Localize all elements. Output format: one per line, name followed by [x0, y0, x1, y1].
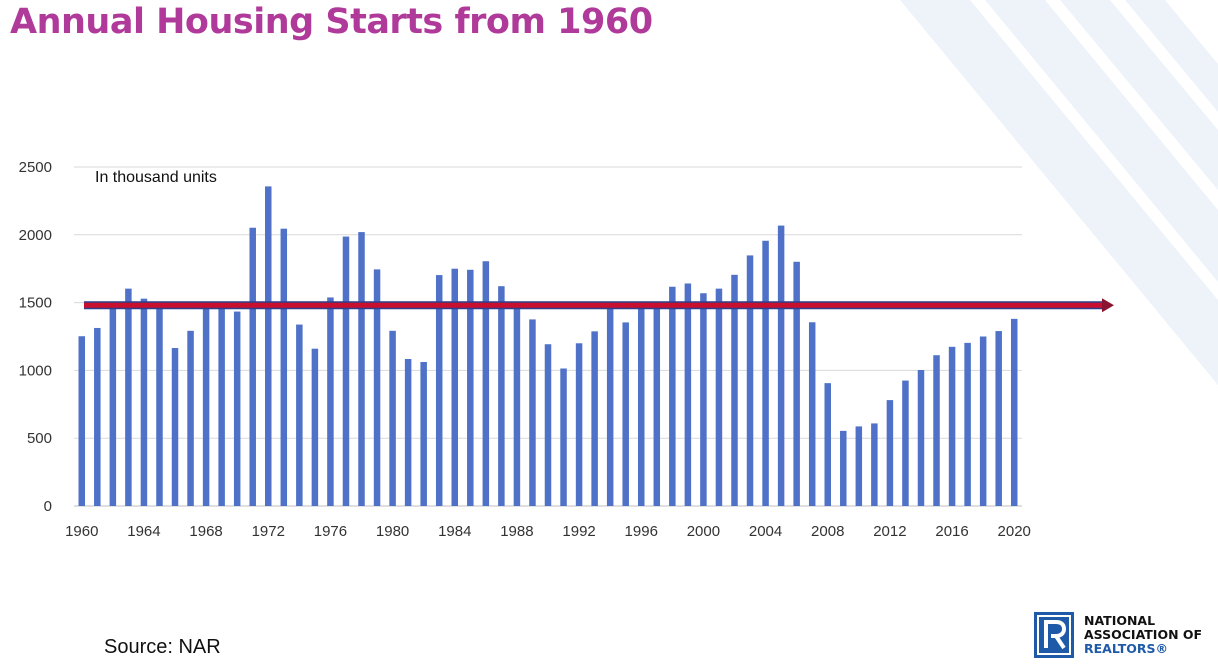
bar-1976: [327, 297, 334, 506]
bar-2010: [855, 426, 863, 506]
average-reference-line: [84, 298, 1114, 313]
logo-wordmark: NATIONAL ASSOCIATION OF REALTORS®: [1084, 614, 1202, 656]
x-tick-label: 1960: [65, 523, 98, 540]
page-title: Annual Housing Starts from 1960: [10, 2, 653, 42]
bar-1971: [249, 227, 256, 507]
bar-2000: [700, 293, 707, 506]
bar-1970: [233, 311, 241, 506]
bar-2008: [824, 383, 831, 506]
bar-2020: [1010, 318, 1018, 506]
bar-1968: [202, 301, 210, 506]
bar-1988: [513, 304, 521, 506]
bar-1960: [78, 336, 86, 506]
bar-2007: [808, 322, 816, 506]
x-tick-label: 2020: [998, 523, 1031, 540]
y-tick-label: 1000: [19, 362, 52, 379]
bar-1999: [684, 283, 692, 506]
bar-1989: [529, 319, 536, 506]
units-annotation: In thousand units: [95, 169, 217, 186]
bar-1984: [451, 268, 459, 506]
bar-1979: [373, 269, 381, 506]
bar-2012: [886, 400, 894, 506]
bar-1998: [669, 286, 676, 506]
bar-1961: [94, 327, 101, 506]
bar-2009: [840, 430, 847, 506]
bar-2002: [731, 274, 738, 506]
source-note: Source: NAR: [104, 636, 221, 658]
x-tick-label: 1996: [625, 523, 658, 540]
x-tick-label: 2004: [749, 523, 782, 540]
bar-1964: [140, 298, 148, 506]
bar-1993: [591, 331, 598, 506]
bar-1963: [125, 288, 132, 506]
bar-1973: [280, 228, 288, 506]
bar-2015: [933, 355, 940, 506]
bar-2004: [762, 240, 769, 506]
bar-2016: [948, 346, 956, 506]
bar-1985: [467, 269, 474, 506]
bar-1965: [156, 306, 163, 506]
bar-2018: [979, 336, 987, 506]
x-tick-label: 2016: [935, 523, 968, 540]
logo-line-1: NATIONAL: [1084, 613, 1156, 628]
x-tick-label: 1980: [376, 523, 409, 540]
x-axis-tick-labels: 1960 1964 1968 1972 1976 1980 1984 1988 1992 1996…: [65, 523, 1031, 540]
bar-1994: [606, 308, 614, 506]
x-tick-label: 1976: [314, 523, 347, 540]
bar-2003: [746, 255, 754, 506]
bar-1975: [311, 348, 319, 506]
x-tick-label: 1972: [252, 523, 285, 540]
bar-1980: [389, 330, 396, 506]
x-tick-label: 1988: [500, 523, 533, 540]
x-tick-label: 1968: [189, 523, 222, 540]
bar-1969: [218, 307, 225, 506]
bar-1972: [265, 186, 272, 506]
bar-1990: [544, 344, 552, 506]
nar-logo: NATIONAL ASSOCIATION OF REALTORS®: [1034, 612, 1214, 662]
bar-1992: [575, 343, 583, 506]
bar-2013: [902, 380, 909, 506]
y-tick-label: 500: [27, 430, 52, 447]
y-tick-label: 0: [44, 498, 52, 515]
bar-1982: [420, 361, 427, 506]
bar-2014: [917, 369, 925, 506]
bar-2011: [871, 423, 878, 506]
y-tick-label: 1500: [19, 295, 52, 312]
x-tick-label: 2000: [687, 523, 720, 540]
x-tick-label: 1964: [127, 523, 160, 540]
bar-2019: [995, 331, 1002, 506]
bars: [78, 186, 1018, 507]
housing-starts-chart: 0 500 1000 1500 2000 2500 1960 1964 1968 1972 197…: [19, 159, 1114, 540]
bar-1983: [435, 275, 443, 506]
reference-line-arrowhead-icon: [1102, 298, 1114, 313]
x-tick-label: 1984: [438, 523, 471, 540]
bar-1967: [187, 330, 194, 506]
realtor-r-logo-icon: [1034, 612, 1074, 658]
bar-1996: [637, 305, 645, 506]
bar-1981: [404, 359, 412, 506]
bar-2006: [793, 261, 800, 506]
bar-1962: [109, 307, 117, 506]
bar-1977: [342, 236, 350, 506]
logo-line-3: REALTORS®: [1084, 641, 1169, 656]
bar-1974: [296, 324, 303, 506]
y-axis-tick-labels: 0 500 1000 1500 2000 2500: [19, 159, 52, 515]
y-tick-label: 2000: [19, 227, 52, 244]
bar-2001: [715, 288, 723, 506]
bar-1987: [498, 286, 505, 506]
y-tick-label: 2500: [19, 159, 52, 176]
bar-1986: [482, 261, 490, 506]
bar-2017: [964, 342, 971, 506]
bar-1997: [653, 306, 661, 506]
bar-1995: [622, 322, 629, 506]
x-tick-label: 2012: [873, 523, 906, 540]
x-tick-label: 1992: [562, 523, 595, 540]
logo-line-2: ASSOCIATION OF: [1084, 627, 1203, 642]
x-tick-label: 2008: [811, 523, 844, 540]
bar-1978: [358, 232, 365, 506]
bar-1966: [171, 348, 179, 506]
bar-1991: [560, 368, 567, 506]
bar-2005: [777, 225, 785, 506]
